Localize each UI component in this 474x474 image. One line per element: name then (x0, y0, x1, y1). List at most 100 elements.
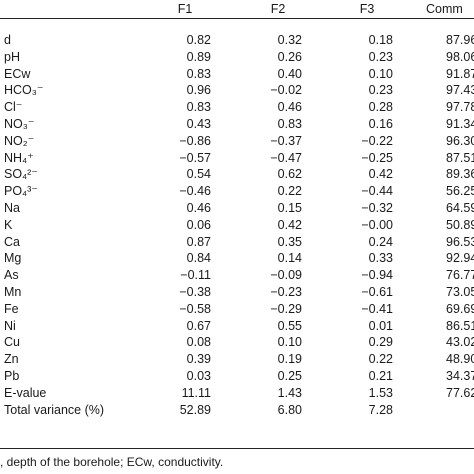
cell-f2: −0.09 (270, 268, 302, 283)
row-label: As (4, 268, 19, 283)
cell-f3: 0.22 (368, 352, 393, 367)
cell-f2: −0.47 (270, 150, 302, 165)
row-label: K (4, 217, 13, 232)
table-row: K 0.06 0.42 −0.00 50.89 (0, 217, 474, 234)
cell-f3: 0.16 (368, 116, 393, 131)
cell-f3: 0.10 (368, 66, 393, 81)
cell-f1: −0.38 (179, 284, 211, 299)
table-footnote: , depth of the borehole; ECw, conductivi… (0, 455, 224, 469)
cell-communality: 86.51 (446, 318, 474, 333)
cell-f1: 0.83 (186, 66, 211, 81)
cell-f2: −0.29 (270, 301, 302, 316)
table-row: Cu 0.08 0.10 0.29 43.02 (0, 334, 474, 351)
cell-communality: 87.96 (446, 33, 474, 47)
cell-f1: 0.89 (186, 49, 211, 64)
cell-communality: 96.53 (446, 234, 474, 249)
table-row: Total variance (%) 52.89 6.80 7.28 (0, 402, 474, 419)
header-rule (0, 18, 474, 19)
cell-f2: 0.14 (277, 251, 302, 266)
cell-f2: 0.25 (277, 368, 302, 383)
cell-f1: 0.54 (186, 167, 211, 182)
cell-communality: 56.25 (446, 184, 474, 199)
table-row: HCO₃⁻ 0.96 −0.02 0.23 97.43 (0, 82, 474, 99)
cell-f1: 0.06 (186, 217, 211, 232)
cell-f3: −0.25 (361, 150, 393, 165)
cell-f1: −0.57 (179, 150, 211, 165)
table-row: NH₄⁺ −0.57 −0.47 −0.25 87.51 (0, 150, 474, 167)
table-row: Fe −0.58 −0.29 −0.41 69.69 (0, 301, 474, 318)
row-label: Pb (4, 368, 20, 383)
cell-communality: 87.51 (446, 150, 474, 165)
row-label: Na (4, 200, 20, 215)
cell-f3: 0.01 (368, 318, 393, 333)
cell-f3: −0.94 (361, 268, 393, 283)
cell-communality: 76.77 (446, 268, 474, 283)
bottom-rule (0, 448, 474, 449)
row-label: Total variance (%) (4, 402, 105, 417)
cell-f3: 0.24 (368, 234, 393, 249)
row-label: NO₂⁻ (4, 133, 35, 148)
cell-f1: 0.08 (186, 335, 211, 350)
cell-communality: 98.06 (446, 49, 474, 64)
row-label: SO₄²⁻ (4, 167, 38, 182)
cell-f3: −0.61 (361, 284, 393, 299)
table-row: Mg 0.84 0.14 0.33 92.94 (0, 250, 474, 267)
row-label: Mn (4, 284, 22, 299)
cell-f1: 0.43 (186, 116, 211, 131)
cell-f3: 0.23 (368, 83, 393, 98)
cell-communality: 91.87 (446, 66, 474, 81)
table-row: d 0.82 0.32 0.18 87.96 (0, 32, 474, 49)
cell-f2: −0.23 (270, 284, 302, 299)
header-f2: F2 (270, 2, 286, 16)
header-communality: Comm (426, 2, 463, 16)
row-label: d (4, 33, 11, 47)
cell-f2: 0.42 (277, 217, 302, 232)
cell-f2: 0.19 (277, 352, 302, 367)
table-row: pH 0.89 0.26 0.23 98.06 (0, 49, 474, 66)
cell-f2: −0.37 (270, 133, 302, 148)
cell-f2: 0.32 (277, 33, 302, 47)
cell-f2: 0.40 (277, 66, 302, 81)
cell-communality: 73.05 (446, 284, 474, 299)
cell-communality: 77.62 (446, 385, 474, 400)
row-label: Fe (4, 301, 19, 316)
cell-f1: −0.58 (179, 301, 211, 316)
cell-communality: 64.59 (446, 200, 474, 215)
cell-f1: −0.11 (180, 268, 211, 283)
row-label: pH (4, 49, 20, 64)
cell-f3: −0.00 (361, 217, 393, 232)
table-body: d 0.82 0.32 0.18 87.96 pH 0.89 0.26 0.23 98.06 ECw… (0, 32, 474, 418)
cell-f2: 6.80 (277, 402, 302, 417)
cell-communality: 43.02 (446, 335, 474, 350)
cell-communality: 96.30 (446, 133, 474, 148)
cell-f3: 0.29 (368, 335, 393, 350)
cell-communality: 97.43 (446, 83, 474, 98)
row-label: PO₄³⁻ (4, 184, 38, 199)
cell-f1: 0.82 (186, 33, 211, 47)
table-row: NO₃⁻ 0.43 0.83 0.16 91.34 (0, 116, 474, 133)
cell-f1: 0.46 (186, 200, 211, 215)
row-label: ECw (4, 66, 31, 81)
cell-f1: 0.39 (186, 352, 211, 367)
cell-f2: −0.02 (270, 83, 302, 98)
cell-f1: 0.96 (186, 83, 211, 98)
table-row: Na 0.46 0.15 −0.32 64.59 (0, 200, 474, 217)
cell-f3: 0.18 (368, 33, 393, 47)
cell-f2: 0.10 (277, 335, 302, 350)
cell-f2: 0.62 (277, 167, 302, 182)
row-label: Cl⁻ (4, 100, 23, 115)
row-label: HCO₃⁻ (4, 83, 44, 98)
cell-communality: 97.78 (446, 100, 474, 115)
cell-f2: 0.15 (277, 200, 302, 215)
cell-f2: 0.22 (277, 184, 302, 199)
cell-f1: 11.11 (181, 385, 211, 400)
cell-f3: −0.32 (361, 200, 393, 215)
table-row: Ni 0.67 0.55 0.01 86.51 (0, 318, 474, 335)
cell-f3: 0.33 (368, 251, 393, 266)
cell-f3: −0.41 (361, 301, 393, 316)
table-row: PO₄³⁻ −0.46 0.22 −0.44 56.25 (0, 183, 474, 200)
cell-f1: 0.67 (186, 318, 211, 333)
cell-communality: 91.34 (446, 116, 474, 131)
table-row: SO₄²⁻ 0.54 0.62 0.42 89.36 (0, 166, 474, 183)
cell-f2: 0.55 (277, 318, 302, 333)
